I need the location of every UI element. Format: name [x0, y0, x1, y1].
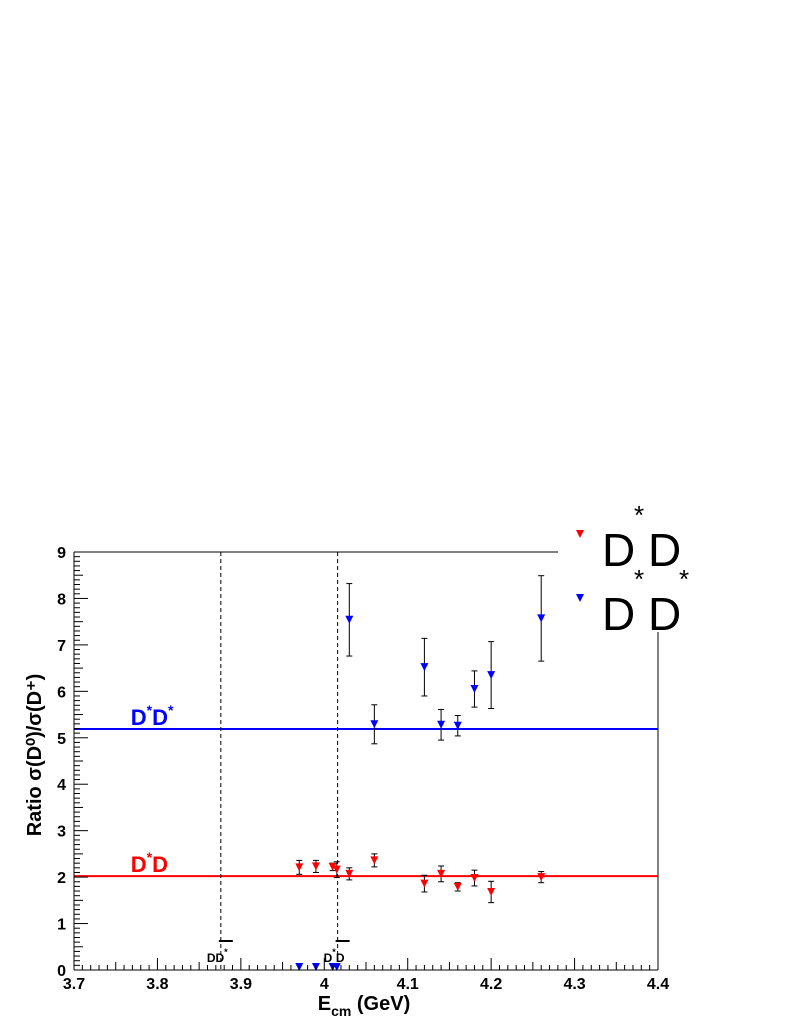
- y-tick-label: 7: [57, 638, 66, 655]
- y-tick-label: 8: [57, 591, 66, 608]
- data-point-dstar_d: [370, 856, 379, 865]
- x-axis-title: Ecm (GeV): [318, 993, 410, 1019]
- y-tick-label: 2: [57, 870, 66, 887]
- data-point-dstar_dstar: [345, 615, 354, 624]
- x-tick-label: 3.8: [146, 976, 168, 993]
- plot-frame: [74, 551, 659, 970]
- x-tick-label: 4.2: [480, 976, 502, 993]
- data-point-dstar_d: [470, 874, 479, 883]
- legend-label-second-sup: *: [679, 564, 689, 594]
- data-point-dstar_dstar: [370, 720, 379, 729]
- reference-lines: D*D D*D*: [74, 702, 658, 878]
- x-tick-label: 4.1: [397, 976, 419, 993]
- data-points: [295, 575, 546, 971]
- reference-line-label: D*D: [131, 849, 168, 877]
- y-tick-label: 9: [57, 545, 66, 562]
- y-tick-label: 4: [57, 777, 66, 794]
- legend-label-sup: *: [634, 500, 644, 530]
- data-point-dstar_dstar: [437, 720, 446, 729]
- data-point-dstar_d: [295, 863, 304, 872]
- data-point-dstar_dstar: [487, 671, 496, 680]
- legend-label: D: [602, 588, 635, 640]
- reference-line-label: D*D*: [131, 702, 174, 730]
- axes: 3.7 3.8 3.9 4 4.1 4.2 4.3 4.4 0 1 2 3 4 5 6 7 8 9 Ecm (GeV…: [24, 545, 669, 1019]
- data-point-dstar_dstar: [420, 663, 429, 672]
- x-tick-label: 4.3: [563, 976, 585, 993]
- data-point-dstar_d: [453, 882, 462, 891]
- threshold-label: D*D: [324, 947, 345, 965]
- x-tick-label: 4: [320, 976, 329, 993]
- data-point-dstar_d: [437, 869, 446, 878]
- data-point-dstar_dstar: [332, 963, 341, 971]
- data-point-dstar_dstar: [537, 614, 546, 623]
- x-tick-label: 3.9: [230, 976, 252, 993]
- data-point-dstar_d: [332, 865, 341, 874]
- legend: D*DD*D*: [576, 500, 689, 640]
- legend-label-sup: *: [634, 564, 644, 594]
- threshold-lines: DD* D*D: [207, 552, 350, 970]
- data-point-dstar_dstar: [470, 685, 479, 694]
- threshold-label: DD*: [207, 947, 228, 965]
- data-point-dstar_d: [345, 869, 354, 878]
- data-point-dstar_d: [311, 862, 320, 871]
- y-axis-title: Ratio σ(D⁰)/σ(D⁺): [24, 674, 46, 837]
- data-point-dstar_d: [420, 879, 429, 888]
- data-point-dstar_d: [537, 873, 546, 882]
- legend-marker-dstar_d: [576, 530, 584, 538]
- legend-label-second: D: [648, 588, 681, 640]
- legend-marker-dstar_dstar: [576, 594, 584, 602]
- data-point-dstar_d: [328, 862, 337, 871]
- data-point-dstar_d: [487, 887, 496, 896]
- y-tick-label: 1: [57, 917, 66, 934]
- y-tick-label: 6: [57, 684, 66, 701]
- y-tick-label: 5: [57, 731, 66, 748]
- x-tick-label: 3.7: [63, 976, 85, 993]
- y-tick-label: 3: [57, 824, 66, 841]
- data-point-dstar_dstar: [453, 721, 462, 730]
- legend-label: D: [602, 524, 635, 576]
- legend-label-second: D: [648, 524, 681, 576]
- y-tick-label: 0: [57, 963, 66, 980]
- x-tick-label: 4.4: [647, 976, 669, 993]
